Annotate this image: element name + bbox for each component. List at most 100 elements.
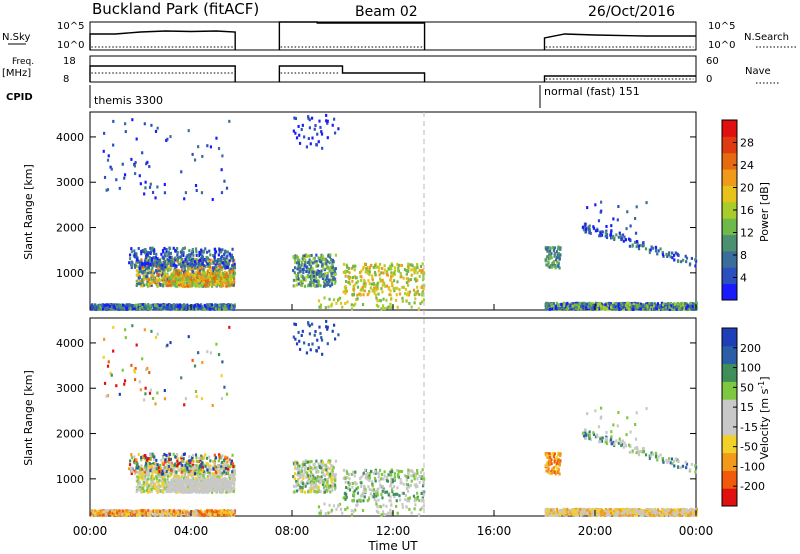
velocity-point [162,474,165,478]
power-point [616,218,619,222]
power-point [372,289,375,293]
power-point [227,261,230,265]
power-point [184,283,187,287]
power-point [327,282,330,286]
power-point [138,266,141,270]
power-point [395,298,398,302]
power-point [127,306,131,310]
power-point [350,303,353,307]
power-point [158,273,161,277]
power-point [649,248,652,252]
power-point [332,277,335,281]
velocity-point [198,474,202,478]
power-point [682,307,686,311]
power-point [329,278,332,282]
power-point [190,265,193,269]
power-point [196,266,199,270]
power-point [293,116,296,120]
velocity-point [148,490,151,494]
power-point [233,271,237,275]
power-point [301,258,304,262]
power-point [149,250,153,254]
power-point [373,291,376,295]
power-point [365,267,368,271]
velocity-point [178,482,181,486]
power-point [168,252,171,256]
power-point [292,269,295,273]
velocity-point [134,461,137,465]
power-point [161,248,165,252]
power-point [378,266,381,270]
velocity-point [149,465,152,469]
velocity-point [196,488,199,492]
velocity-point [176,456,179,460]
power-point [107,306,110,310]
power-point [196,282,199,286]
power-point [144,256,148,260]
velocity-point [173,475,176,479]
power-point [345,289,348,293]
power-point [304,260,307,264]
power-point [331,271,334,275]
power-point [107,154,110,158]
power-point [326,271,329,275]
power-point [306,261,310,265]
power-point [416,271,419,275]
power-point [206,283,209,287]
power-point [218,305,221,309]
power-point [218,257,221,261]
freq-unit-label: [MHz] [2,68,31,79]
power-point [123,173,127,177]
power-point [315,262,318,266]
power-point [156,126,159,130]
power-point [193,158,197,162]
power-point [223,253,226,257]
power-point [219,280,222,284]
power-point [220,168,223,172]
velocity-point [133,471,137,475]
power-point [176,280,179,284]
velocity-point [229,483,233,487]
power-point [385,298,388,302]
velocity-point [227,489,230,493]
power-point [380,271,383,275]
power-point [193,263,196,267]
velocity-point [213,458,217,462]
power-point [162,268,165,272]
power-point [684,302,687,306]
power-point [178,255,181,259]
power-point [622,239,625,243]
power-point [211,272,214,276]
power-point [313,283,316,287]
power-point [680,302,683,306]
power-point [169,135,172,139]
power-point [407,262,410,266]
power-point [180,304,183,308]
power-point [137,247,140,251]
power-point [548,265,551,269]
power-point [318,258,321,262]
power-point [138,306,141,310]
velocity-point [143,489,146,493]
velocity-point [221,467,224,471]
power-point [583,302,587,306]
power-point [605,224,608,228]
power-point [184,274,188,278]
power-point [202,280,205,284]
power-point [327,278,330,282]
velocity-point [225,477,228,481]
power-point [416,278,419,282]
power-point [136,273,139,277]
velocity-point [141,477,144,481]
power-point [146,278,149,282]
power-point [334,253,338,257]
power-point [224,273,227,277]
power-point [207,258,210,262]
velocity-point [175,455,178,459]
power-point [213,272,216,276]
power-point [181,248,184,252]
velocity-point [179,463,183,467]
power-point [293,271,296,275]
power-point [320,253,323,257]
power-point [181,304,185,308]
